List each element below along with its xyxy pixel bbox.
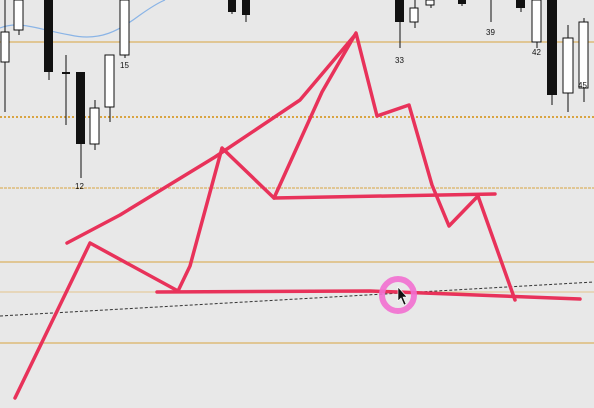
bar-label: 12 — [75, 182, 84, 191]
candle[interactable] — [76, 72, 85, 178]
candle[interactable] — [409, 0, 419, 28]
upper-trend-stroke[interactable] — [65, 33, 357, 245]
cursor-highlight[interactable] — [379, 276, 417, 314]
bar-labels: 15 12 33 39 42 45 — [75, 28, 587, 191]
candle[interactable] — [395, 0, 404, 48]
bar-label: 15 — [120, 61, 129, 70]
candle[interactable] — [425, 0, 435, 8]
bar-label: 45 — [578, 81, 587, 90]
freehand-drawing[interactable] — [13, 31, 582, 400]
pattern-zigzag[interactable] — [13, 31, 517, 400]
cursor-ring — [379, 276, 417, 314]
arrow-cursor-icon — [397, 286, 408, 306]
candlesticks — [0, 0, 589, 178]
candle[interactable] — [119, 0, 130, 58]
trendline[interactable] — [0, 281, 594, 317]
candle[interactable] — [516, 0, 525, 12]
candle[interactable] — [104, 54, 115, 122]
bar-label: 42 — [532, 48, 541, 57]
neckline-upper[interactable] — [272, 192, 497, 200]
candle[interactable] — [531, 0, 542, 48]
candle[interactable] — [0, 0, 10, 112]
candle[interactable] — [62, 55, 70, 125]
candle[interactable] — [228, 0, 236, 14]
moving-average-line[interactable] — [0, 0, 166, 38]
bar-label: 33 — [395, 56, 404, 65]
candle[interactable] — [458, 0, 466, 6]
neckline-lower[interactable] — [155, 289, 582, 301]
candle[interactable] — [44, 0, 53, 80]
candle[interactable] — [578, 18, 589, 102]
candle[interactable] — [562, 25, 574, 112]
bar-label: 39 — [486, 28, 495, 37]
candle[interactable] — [13, 0, 24, 35]
candle[interactable] — [89, 100, 100, 150]
candle[interactable] — [547, 0, 557, 105]
candle[interactable] — [242, 0, 250, 22]
